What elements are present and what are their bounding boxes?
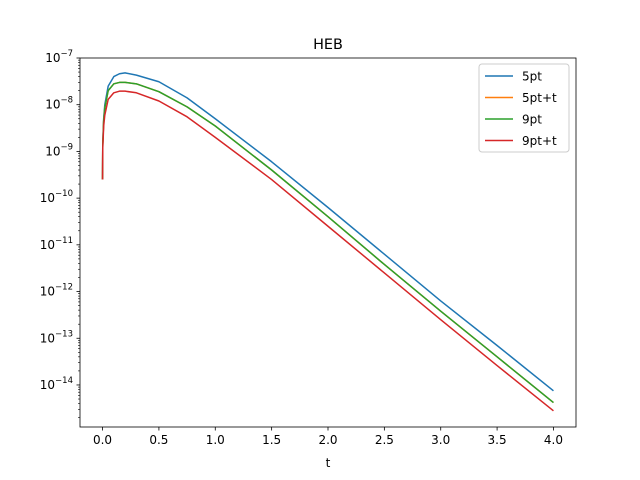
- legend-box: [478, 63, 570, 153]
- series-line-3: [101, 90, 554, 412]
- x-tick-label: 4.0: [544, 433, 563, 447]
- y-tick-label: 10−9: [45, 142, 73, 158]
- x-tick-label: 3.0: [431, 433, 450, 447]
- y-tick-label: 10−13: [40, 329, 73, 345]
- y-tick-label: 10−8: [45, 96, 73, 112]
- y-tick-label: 10−12: [40, 283, 73, 299]
- x-axis-ticks: 0.0 0.5 1.0 1.5 2.0 2.5 3.0 3.5 4.0: [93, 427, 563, 447]
- legend-label-2: 9pt: [522, 113, 542, 127]
- x-tick-label: 2.0: [318, 433, 337, 447]
- chart-title: HEB: [313, 37, 343, 53]
- legend-label-0: 5pt: [522, 70, 542, 84]
- x-tick-label: 1.0: [206, 433, 225, 447]
- x-tick-label: 2.5: [375, 433, 394, 447]
- x-tick-label: 1.5: [262, 433, 281, 447]
- x-axis-label: t: [326, 456, 331, 470]
- legend-label-1: 5pt+t: [522, 91, 557, 105]
- legend: 5pt 5pt+t 9pt 9pt+t: [478, 63, 570, 153]
- series-line-2: [101, 81, 554, 404]
- y-tick-label: 10−7: [45, 49, 73, 65]
- legend-label-3: 9pt+t: [522, 134, 557, 148]
- x-tick-label: 0.0: [93, 433, 112, 447]
- y-tick-label: 10−14: [40, 376, 73, 392]
- y-axis-ticks: 10−14 10−13 10−12 10−11 10−10 10−9 10−8 10−7: [40, 49, 80, 418]
- x-tick-label: 3.5: [488, 433, 507, 447]
- plot-lines: [101, 72, 554, 412]
- y-tick-label: 10−11: [40, 236, 73, 252]
- y-tick-label: 10−10: [40, 189, 73, 205]
- x-tick-label: 0.5: [149, 433, 168, 447]
